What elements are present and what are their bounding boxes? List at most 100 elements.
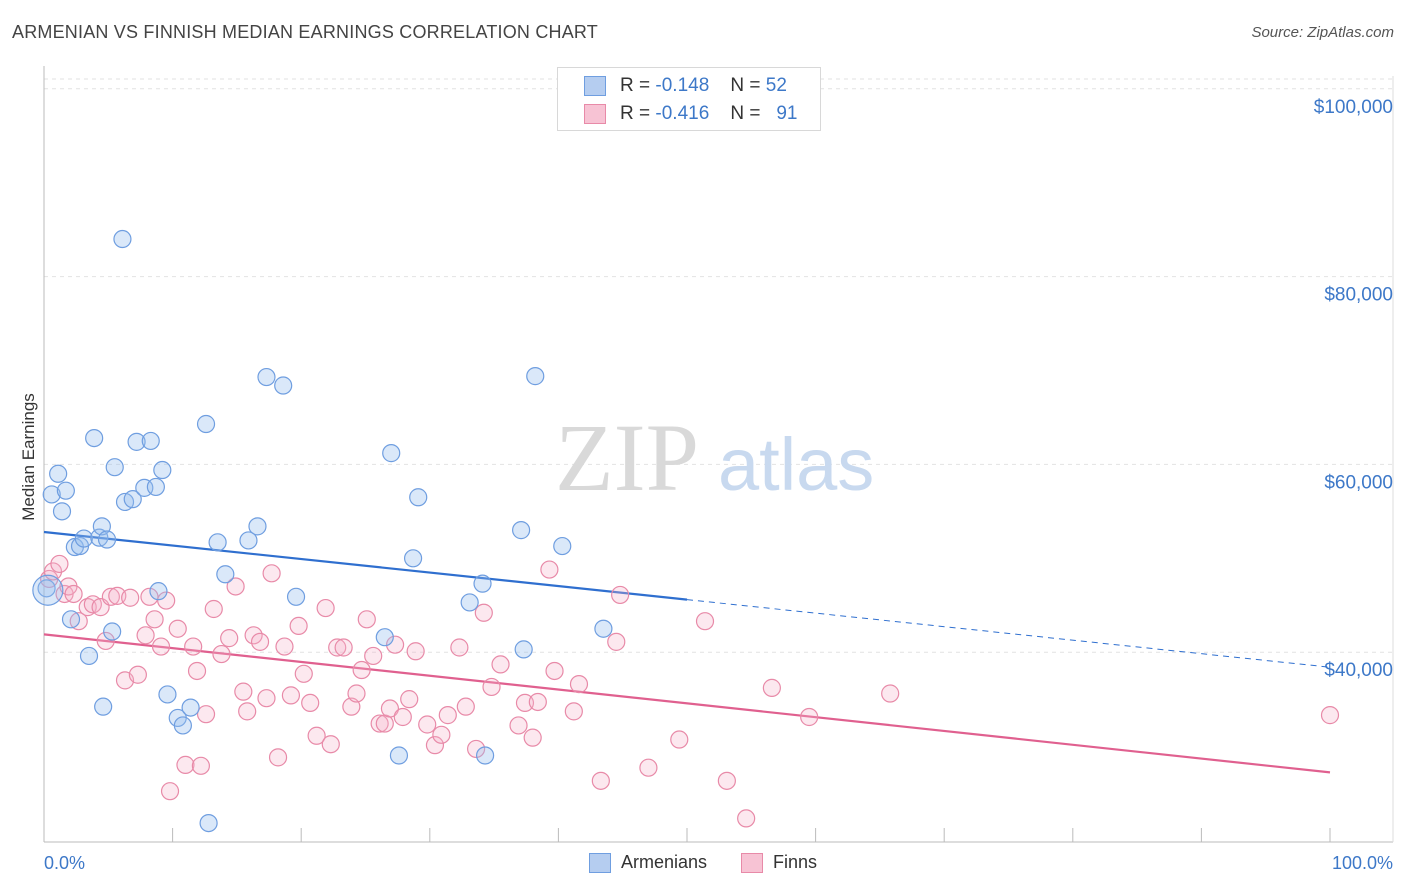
armenians-point bbox=[526, 367, 545, 386]
armenians-point bbox=[274, 376, 293, 395]
finns-point bbox=[328, 638, 347, 657]
finns-point bbox=[466, 739, 486, 759]
legend-row-finns: R = -0.416 N = 91 bbox=[584, 102, 797, 126]
legend-n-label: N = bbox=[730, 75, 761, 96]
y-tick-label: $40,000 bbox=[1324, 660, 1393, 681]
armenians-point bbox=[409, 488, 428, 507]
finns-point bbox=[564, 702, 583, 721]
finns-point bbox=[157, 591, 176, 610]
finns-point bbox=[540, 560, 559, 579]
finns-point bbox=[275, 637, 294, 656]
x-tick-label-0: 0.0% bbox=[44, 853, 85, 873]
armenians-point bbox=[257, 367, 276, 387]
finns-point bbox=[881, 684, 900, 703]
finns-point bbox=[380, 699, 400, 718]
finns-point bbox=[204, 599, 223, 619]
armenians-swatch-icon bbox=[584, 76, 606, 96]
correlation-legend: R = -0.148 N = 52 R = -0.416 N = 91 bbox=[557, 67, 821, 131]
armenians-point bbox=[97, 530, 117, 549]
armenians-point bbox=[216, 565, 235, 584]
finns-point bbox=[762, 678, 781, 697]
y-axis-label: Median Earnings bbox=[19, 393, 38, 521]
legend-row-armenians: R = -0.148 N = 52 bbox=[584, 74, 787, 98]
finns-point bbox=[96, 631, 115, 651]
armenians-point bbox=[460, 593, 479, 612]
armenians-point bbox=[375, 628, 394, 647]
armenians-point bbox=[196, 414, 216, 434]
finns-point bbox=[528, 692, 547, 712]
watermark-atlas: atlas bbox=[718, 423, 874, 506]
finns-point bbox=[145, 610, 164, 629]
finns-point bbox=[347, 684, 366, 703]
finns-point bbox=[281, 686, 301, 705]
armenians-trend-line bbox=[43, 530, 688, 601]
finns-point bbox=[244, 626, 263, 645]
y-tick-label: $100,000 bbox=[1314, 97, 1393, 118]
finns-point bbox=[523, 728, 542, 747]
armenians-point bbox=[553, 536, 572, 556]
finns-point bbox=[307, 726, 326, 745]
finns-point bbox=[262, 564, 281, 583]
armenians-point bbox=[158, 685, 177, 704]
armenians-legend-icon bbox=[588, 852, 611, 873]
armenians-point bbox=[52, 502, 72, 521]
legend-label-armenians: Armenians bbox=[620, 852, 708, 872]
armenians-point bbox=[42, 485, 61, 504]
finns-point bbox=[357, 610, 376, 629]
finns-point bbox=[670, 730, 689, 749]
legend-label-finns: Finns bbox=[773, 852, 818, 872]
finns-swatch-icon bbox=[584, 104, 606, 124]
armenians-point bbox=[149, 582, 168, 601]
armenians-trend-extension bbox=[686, 599, 1331, 668]
legend-item-finns[interactable]: Finns bbox=[741, 852, 817, 873]
legend-item-armenians[interactable]: Armenians bbox=[588, 852, 708, 873]
armenians-point bbox=[105, 458, 124, 477]
armenians-point bbox=[79, 646, 99, 666]
chart-title: ARMENIAN VS FINNISH MEDIAN EARNINGS CORR… bbox=[12, 22, 599, 42]
finns-point bbox=[607, 632, 626, 651]
armenians-point bbox=[37, 579, 56, 598]
series-legend: Armenians Finns bbox=[0, 852, 1406, 873]
points-layer bbox=[32, 229, 1340, 833]
armenians-point bbox=[32, 574, 64, 606]
watermark-zip: ZIP bbox=[555, 404, 699, 511]
trend-lines-layer bbox=[43, 530, 1331, 774]
finns-point bbox=[370, 714, 389, 733]
finns-point bbox=[737, 809, 756, 828]
finns-point bbox=[800, 707, 819, 727]
finns-point bbox=[121, 588, 140, 607]
armenians-point bbox=[181, 698, 200, 717]
armenians-point bbox=[382, 444, 401, 463]
armenians-point bbox=[208, 533, 227, 552]
finns-point bbox=[220, 629, 239, 648]
armenians-point bbox=[113, 229, 132, 249]
finns-point bbox=[50, 554, 69, 574]
armenians-point bbox=[475, 746, 495, 765]
finns-point bbox=[515, 693, 535, 713]
finns-point bbox=[418, 715, 437, 734]
finns-point bbox=[187, 661, 207, 681]
armenians-point bbox=[56, 481, 75, 500]
grid-layer bbox=[44, 78, 1393, 653]
finns-trend-line bbox=[43, 633, 1331, 774]
armenians-point bbox=[49, 464, 68, 483]
armenians-point bbox=[286, 587, 306, 606]
finns-point bbox=[695, 612, 715, 631]
finns-point bbox=[639, 758, 658, 777]
armenians-point bbox=[389, 746, 409, 765]
watermark: ZIP atlas bbox=[555, 404, 874, 511]
armenians-point bbox=[103, 622, 122, 641]
y-tick-label: $80,000 bbox=[1324, 285, 1393, 306]
armenians-point bbox=[85, 428, 104, 448]
finns-point bbox=[64, 584, 83, 604]
source-credit: Source: ZipAtlas.com bbox=[1251, 24, 1394, 41]
armenians-point bbox=[141, 431, 160, 451]
finns-point bbox=[482, 677, 501, 697]
x-tick-label-1: 100.0% bbox=[1332, 853, 1393, 873]
finns-point bbox=[168, 619, 187, 638]
finns-point bbox=[456, 697, 475, 716]
armenians-point bbox=[94, 697, 113, 716]
finns-point bbox=[717, 771, 736, 790]
finns-point bbox=[212, 644, 231, 664]
